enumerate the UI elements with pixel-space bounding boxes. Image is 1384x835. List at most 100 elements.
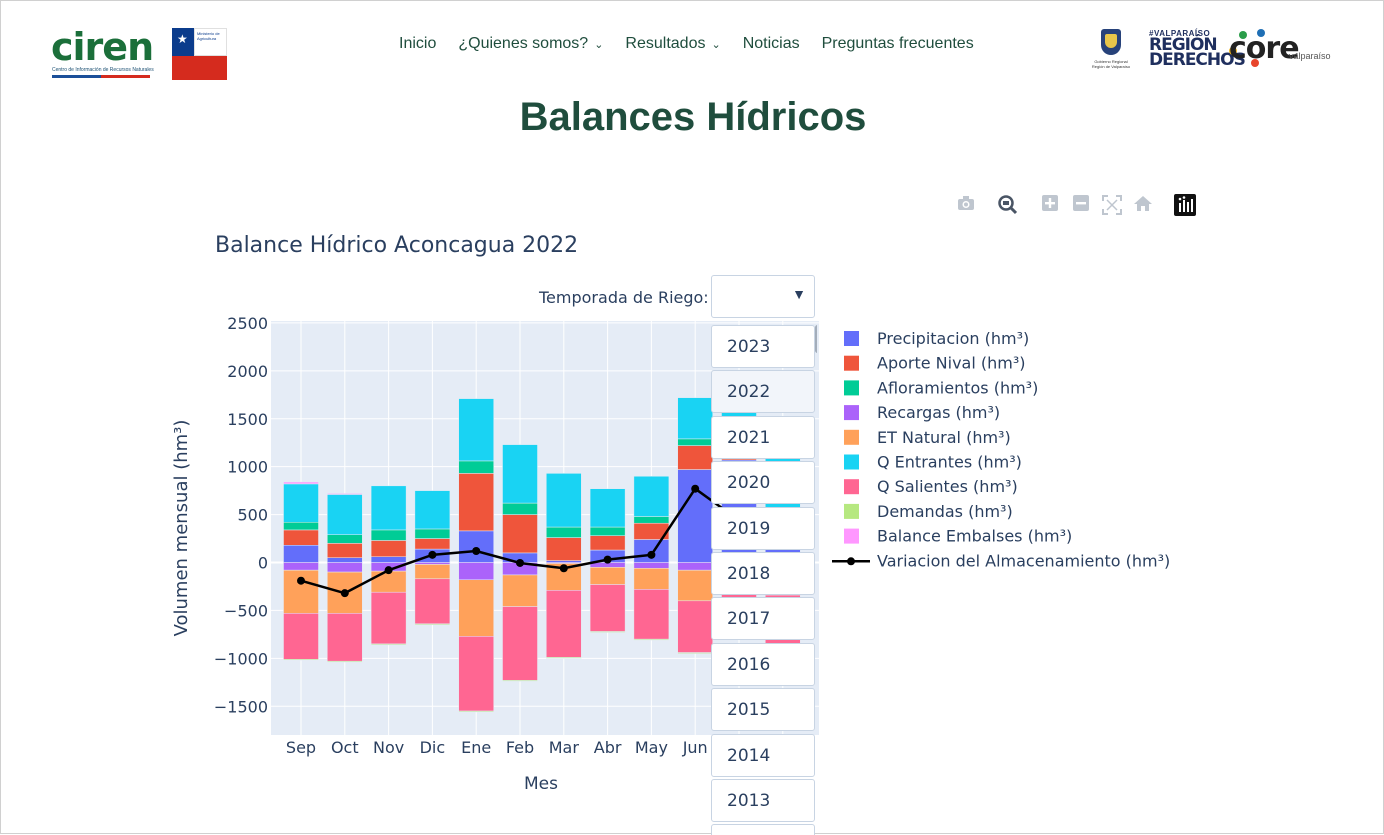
flag-white — [194, 28, 227, 56]
dropdown-option[interactable]: 2020 — [711, 461, 815, 505]
legend-item: Variacion del Almacenamiento (hm³) — [877, 551, 1170, 570]
legend-swatch — [844, 503, 859, 519]
x-tick-label: Sep — [286, 738, 316, 757]
dropdown-option[interactable]: 2014 — [711, 733, 815, 777]
bar-segment — [414, 490, 451, 530]
y-axis-title: Volumen mensual (hm³) — [171, 420, 192, 637]
bar-segment — [327, 557, 363, 563]
x-tick-label: Feb — [506, 738, 534, 757]
dropdown-option[interactable]: 2023 — [711, 325, 815, 368]
bar-segment — [502, 574, 538, 607]
bar-segment — [283, 562, 319, 571]
zoom-out-icon[interactable] — [1070, 194, 1092, 216]
main-nav: Inicio ¿Quienes somos? ⌄ Resultados ⌄ Noti… — [399, 35, 996, 53]
x-tick-label: Dic — [420, 738, 446, 757]
nav-label: Resultados — [625, 35, 706, 52]
bar-segment — [546, 537, 582, 561]
legend-swatch — [844, 479, 859, 495]
x-tick-label: Abr — [594, 738, 622, 757]
zoom-icon[interactable] — [997, 194, 1019, 216]
dropdown-label: Temporada de Riego: — [539, 288, 709, 307]
y-tick-label: 1000 — [227, 458, 268, 477]
bar-segment — [370, 529, 407, 541]
bar-segment — [589, 631, 626, 633]
bar-segment — [283, 545, 319, 563]
bar-segment — [327, 493, 363, 495]
bar-segment — [589, 567, 626, 585]
bar-segment — [458, 710, 494, 713]
legend-item: Q Entrantes (hm³) — [877, 453, 1022, 472]
gore-logo-text: Gobierno Regional Región de Valparaíso — [1091, 59, 1131, 69]
bar-segment — [283, 529, 319, 546]
nav-noticias[interactable]: Noticias — [743, 35, 800, 53]
x-tick-label: Ene — [461, 738, 491, 757]
bar-segment — [589, 584, 626, 632]
region-line1: REGIÓN — [1149, 35, 1218, 55]
bar-segment — [283, 483, 319, 523]
line-marker — [297, 576, 305, 585]
bar-segment — [546, 560, 582, 563]
bar-segment — [677, 445, 713, 470]
legend-item: ET Natural (hm³) — [877, 428, 1011, 447]
bar-segment — [283, 613, 319, 660]
dropdown-option[interactable]: 2022 — [711, 370, 815, 414]
shield-icon — [1101, 29, 1121, 55]
x-tick-label: Nov — [373, 738, 404, 757]
season-dropdown[interactable]: ▼ — [711, 275, 815, 318]
nav-preguntas-frecuentes[interactable]: Preguntas frecuentes — [822, 35, 974, 53]
nav-quienes-somos[interactable]: ¿Quienes somos? ⌄ — [458, 35, 603, 53]
plotly-logo-icon[interactable] — [1174, 194, 1196, 216]
line-marker — [603, 555, 612, 564]
dropdown-option[interactable]: 2013 — [711, 779, 815, 822]
almacenamiento-line — [300, 486, 784, 595]
bar-segment — [370, 485, 407, 531]
bar-segment — [677, 469, 713, 563]
nav-resultados[interactable]: Resultados ⌄ — [625, 35, 720, 53]
dropdown-option[interactable]: 2016 — [711, 642, 815, 686]
bar-segment — [502, 680, 538, 682]
nav-inicio[interactable]: Inicio — [399, 35, 436, 53]
y-tick-label: 1500 — [227, 410, 268, 429]
line-marker — [340, 589, 349, 598]
legend-item: Aporte Nival (hm³) — [877, 354, 1026, 373]
bar-segment — [589, 535, 626, 551]
bar-segment — [414, 528, 451, 539]
line-marker — [516, 558, 524, 567]
dropdown-option[interactable]: 2015 — [711, 688, 815, 732]
x-tick-label: Jun — [682, 738, 708, 757]
dropdown-scrollbar[interactable] — [815, 325, 817, 353]
x-tick-label: Mar — [549, 738, 580, 757]
gore-logo[interactable]: Gobierno Regional Región de Valparaíso — [1091, 29, 1131, 75]
legend-item: Q Salientes (hm³) — [877, 477, 1018, 496]
x-tick-label: Oct — [331, 738, 359, 757]
bar-segment — [677, 569, 713, 602]
legend-swatch — [844, 331, 859, 346]
bar-segment — [677, 652, 713, 654]
bar-segment — [327, 660, 363, 663]
legend-item: Balance Embalses (hm³) — [877, 527, 1072, 546]
bar-segment — [283, 481, 319, 485]
core-logo[interactable]: core valparaíso — [1227, 29, 1337, 73]
legend-swatch — [844, 405, 859, 421]
ciren-logo[interactable]: ciren Centro de Información de Recursos … — [51, 25, 154, 81]
ministry-logo[interactable]: ★ Ministerio de Agricultura — [172, 28, 227, 80]
bar-segment — [414, 578, 451, 625]
legend-item: Demandas (hm³) — [877, 502, 1013, 521]
bar-segment — [677, 600, 713, 653]
zoom-in-icon[interactable] — [1039, 194, 1061, 216]
bar-segment — [458, 562, 494, 580]
dropdown-option[interactable]: 2019 — [711, 506, 815, 550]
autoscale-icon[interactable] — [1101, 194, 1123, 216]
dropdown-option[interactable]: 2017 — [711, 597, 815, 641]
dropdown-option[interactable]: 2018 — [711, 552, 815, 595]
nav-label: Noticias — [742, 35, 800, 52]
camera-icon[interactable] — [955, 194, 977, 216]
home-icon[interactable] — [1132, 194, 1154, 216]
bar-segment — [370, 540, 407, 557]
bar-segment — [633, 589, 670, 640]
bar-segment — [502, 502, 538, 515]
dropdown-option[interactable]: 2021 — [711, 415, 815, 459]
dropdown-option[interactable] — [711, 824, 815, 835]
y-tick-label: −1000 — [214, 649, 268, 668]
